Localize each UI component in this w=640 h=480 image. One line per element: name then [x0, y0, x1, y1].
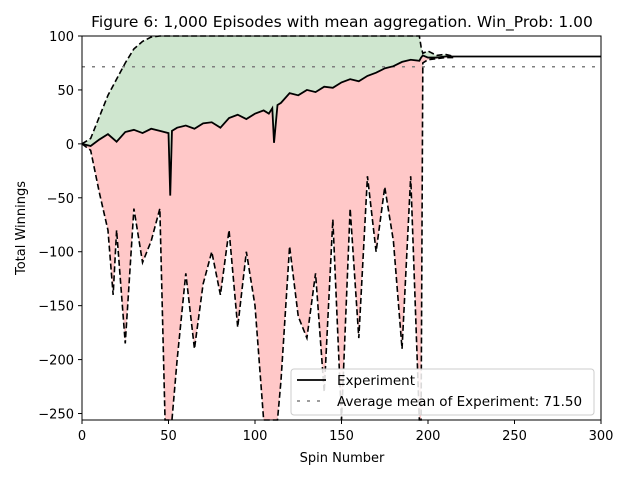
legend-experiment-label: Experiment	[337, 373, 415, 389]
x-tick-label: 50	[160, 429, 177, 444]
experiment-line	[81, 54, 601, 196]
y-tick-label: −100	[38, 246, 74, 261]
x-tick-label: 250	[502, 429, 527, 444]
y-tick-label: 50	[57, 84, 74, 99]
x-tick-label: 0	[78, 429, 86, 444]
chart-title: Figure 6: 1,000 Episodes with mean aggre…	[91, 13, 593, 32]
y-axis-title: Total Winnings	[14, 181, 29, 276]
y-tick-label: −250	[38, 408, 74, 423]
y-tick-label: −50	[47, 192, 74, 207]
x-axis: 0 50 100 150 200 250 300	[78, 420, 614, 444]
lower-band-fill	[82, 55, 454, 420]
x-axis-title: Spin Number	[300, 451, 385, 466]
upper-band-fill	[82, 36, 454, 196]
x-tick-label: 200	[416, 429, 441, 444]
x-tick-label: 100	[243, 429, 268, 444]
y-tick-label: 0	[66, 138, 74, 153]
x-tick-label: 300	[589, 429, 614, 444]
y-tick-label: −150	[38, 300, 74, 315]
band-fills	[82, 36, 454, 420]
x-tick-label: 150	[329, 429, 354, 444]
legend-box	[290, 368, 595, 416]
y-tick-label: −200	[38, 354, 74, 369]
y-tick-label: 100	[49, 30, 74, 45]
y-axis: 100 50 0 −50 −100 −150 −200 −250	[38, 30, 82, 423]
legend: Experiment Average mean of Experiment: 7…	[290, 368, 595, 416]
plot-area	[81, 35, 601, 421]
legend-average-label: Average mean of Experiment: 71.50	[337, 394, 582, 410]
